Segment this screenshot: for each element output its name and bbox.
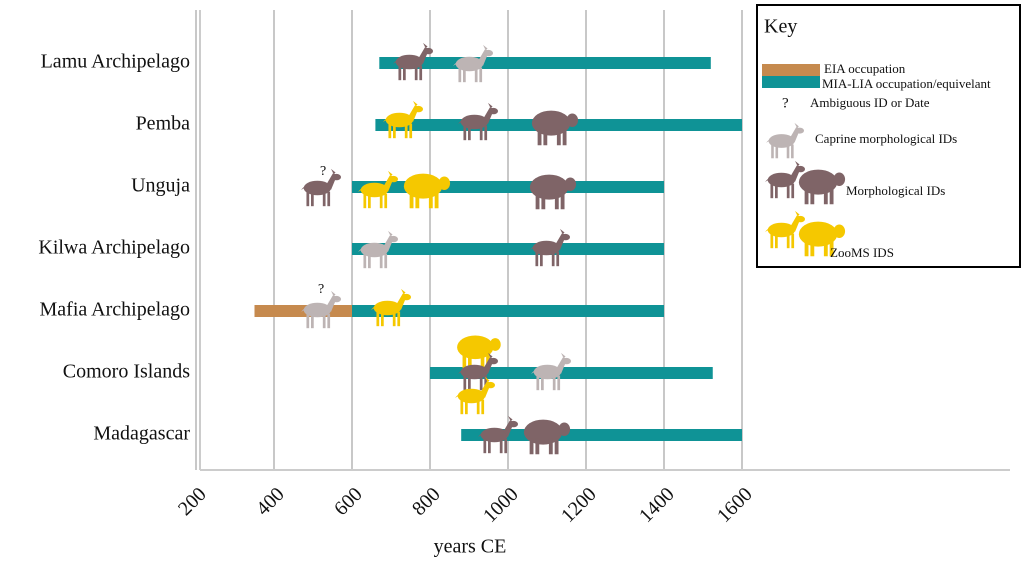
legend-label: MIA-LIA occupation/equivelant [822, 76, 991, 91]
icons: ? ? [301, 42, 579, 455]
ambiguous-mark: ? [320, 164, 326, 179]
x-tick-label: 400 [252, 483, 289, 520]
y-tick-label: Lamu Archipelago [41, 51, 190, 73]
y-tick-label: Madagascar [93, 423, 190, 445]
y-tick-label: Unguja [131, 175, 190, 197]
range-bar [379, 57, 711, 69]
ambiguous-mark: ? [318, 282, 324, 297]
y-tick-label: Comoro Islands [63, 361, 190, 383]
legend-label: EIA occupation [824, 61, 906, 76]
x-tick-label: 600 [330, 483, 367, 520]
x-tick-label: 1000 [479, 483, 523, 527]
range-bar [430, 367, 713, 379]
legend-label: Ambiguous ID or Date [810, 95, 930, 110]
legend-swatch [762, 76, 820, 88]
y-tick-label: Mafia Archipelago [40, 299, 191, 321]
x-tick-label: 1600 [713, 483, 757, 527]
x-tick-label: 200 [174, 483, 211, 520]
x-tick-label: 1200 [557, 483, 601, 527]
goat-icon [455, 376, 495, 415]
legend-symbol: ? [782, 95, 789, 111]
x-axis-title: years CE [434, 536, 507, 558]
y-tick-label: Pemba [136, 113, 191, 135]
legend-box [756, 4, 1021, 268]
x-tick-label: 800 [408, 483, 445, 520]
legend-label: Morphological IDs [846, 183, 945, 198]
legend-label: Caprine morphological IDs [815, 131, 957, 146]
legend-swatch [762, 64, 820, 76]
legend-title: Key [764, 16, 797, 38]
y-tick-label: Kilwa Archipelago [38, 237, 190, 259]
legend-label: ZooMS IDS [830, 245, 894, 260]
range-bar [352, 305, 664, 317]
range-bar [352, 181, 664, 193]
range-bar [254, 305, 352, 317]
x-tick-label: 1400 [635, 483, 679, 527]
range-bar [352, 243, 664, 255]
